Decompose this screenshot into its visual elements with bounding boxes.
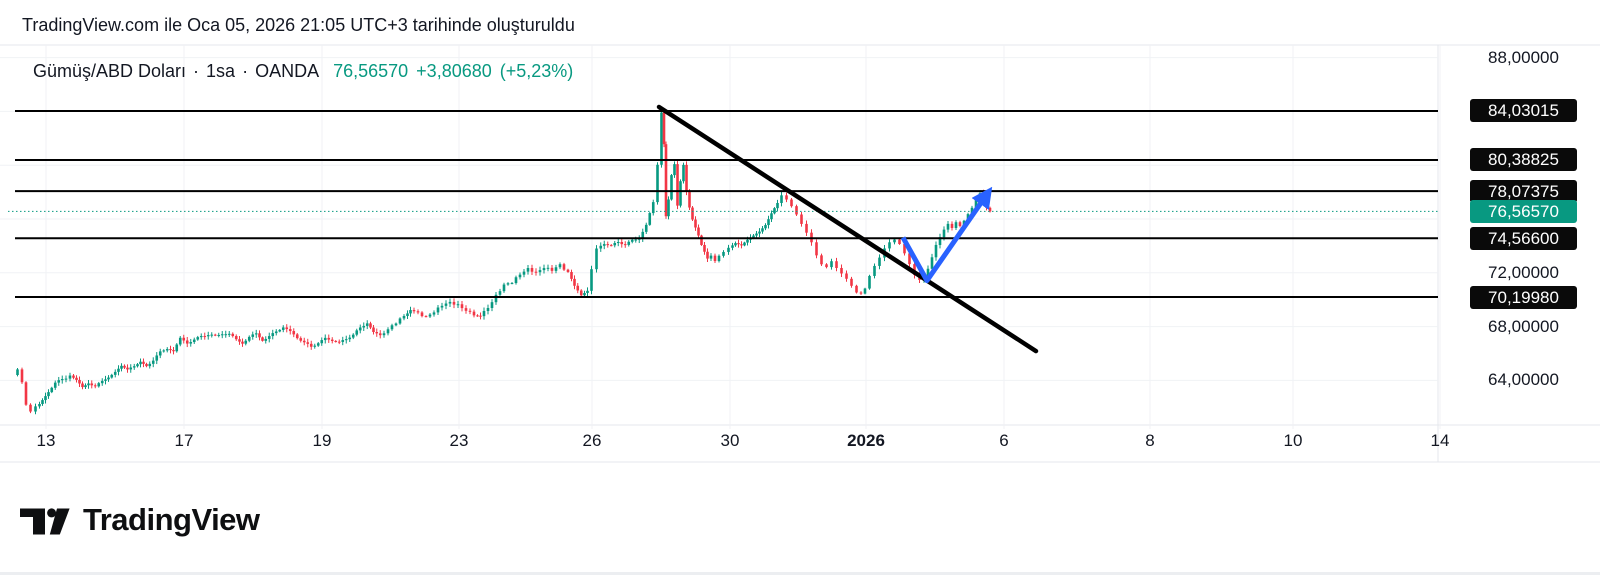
legend-change-percent: (+5,23%): [499, 61, 574, 81]
legend-separator: ·: [193, 61, 200, 81]
time-axis-label: 10: [1283, 431, 1303, 450]
page-bottom-divider: [0, 572, 1600, 575]
price-axis-label: 88,00000: [1488, 47, 1559, 67]
time-axis-label: 19: [312, 431, 332, 450]
price-level-badge: 78,07375: [1470, 179, 1577, 203]
legend-change: +3,80680: [416, 61, 492, 81]
price-axis-label: 64,00000: [1488, 370, 1559, 390]
time-axis-label: 2026: [847, 431, 885, 450]
time-axis-label: 6: [999, 431, 1009, 450]
price-level-badge: 80,38825: [1470, 148, 1577, 172]
price-level-badge: 70,19980: [1470, 285, 1577, 309]
price-axis-label: 72,00000: [1488, 262, 1559, 282]
legend-exchange[interactable]: OANDA: [255, 61, 320, 81]
last-price-badge: 76,56570: [1470, 199, 1577, 223]
time-axis-label: 14: [1430, 431, 1450, 450]
time-axis-label: 23: [449, 431, 469, 450]
attribution-text: TradingView.com ile Oca 05, 2026 21:05 U…: [22, 15, 575, 35]
chart-legend[interactable]: Gümüş/ABD Doları · 1sa · OANDA 76,56570 +3,806…: [33, 61, 573, 82]
legend-last-price: 76,56570: [333, 61, 409, 81]
time-axis-label: 17: [174, 431, 194, 450]
time-axis-label: 8: [1145, 431, 1155, 450]
legend-symbol[interactable]: Gümüş/ABD Doları: [33, 61, 187, 81]
price-level-badge: 74,56600: [1470, 226, 1577, 250]
price-axis-label: 68,00000: [1488, 316, 1559, 336]
price-level-badge: 84,03015: [1470, 99, 1577, 123]
time-axis-label: 30: [720, 431, 740, 450]
time-axis-label: 13: [36, 431, 56, 450]
time-axis-label: 26: [582, 431, 602, 450]
legend-interval[interactable]: 1sa: [206, 61, 236, 81]
legend-separator: ·: [242, 61, 249, 81]
tradingview-logo-icon: [20, 507, 70, 534]
tradingview-wordmark: TradingView: [83, 502, 260, 537]
tradingview-brand[interactable]: TradingView: [20, 502, 260, 537]
